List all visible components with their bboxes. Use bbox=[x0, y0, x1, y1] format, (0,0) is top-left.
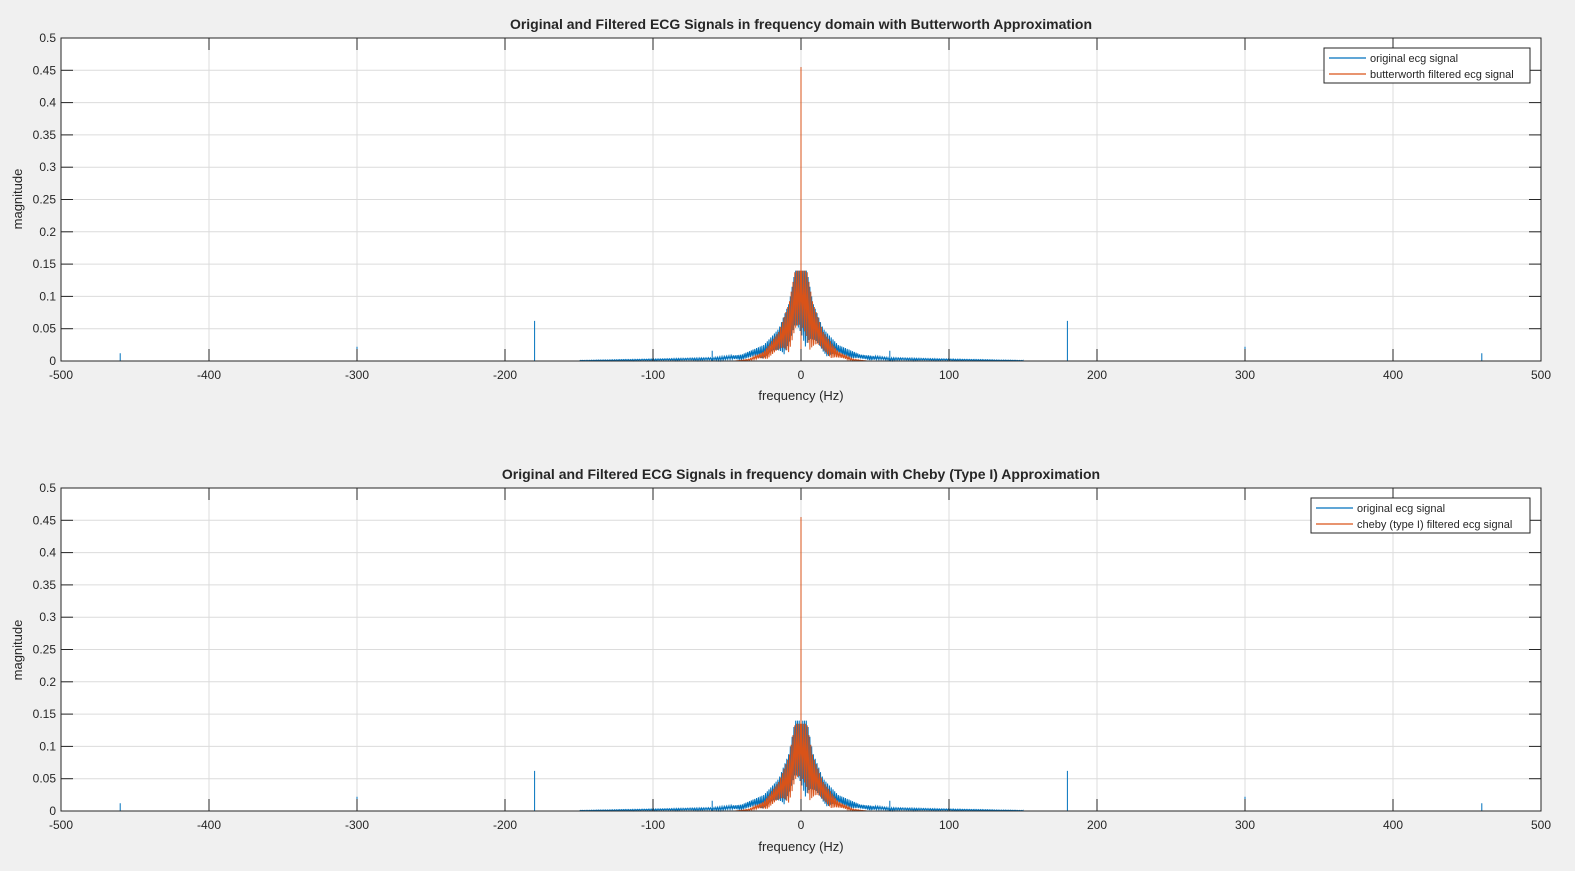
y-tick-label: 0 bbox=[49, 354, 56, 368]
y-tick-label: 0.3 bbox=[39, 160, 56, 174]
x-tick-label: -400 bbox=[197, 818, 221, 832]
y-tick-label: 0.35 bbox=[33, 578, 57, 592]
x-tick-label: 500 bbox=[1531, 818, 1551, 832]
x-tick-label: 0 bbox=[798, 818, 805, 832]
legend-label-1: cheby (type I) filtered ecg signal bbox=[1357, 519, 1512, 531]
plot-title: Original and Filtered ECG Signals in fre… bbox=[510, 16, 1092, 32]
x-tick-label: -300 bbox=[345, 818, 369, 832]
y-tick-label: 0.1 bbox=[39, 289, 56, 303]
x-axis-label: frequency (Hz) bbox=[758, 839, 843, 854]
x-tick-label: -100 bbox=[641, 368, 665, 382]
x-tick-label: -500 bbox=[49, 368, 73, 382]
x-axis-label: frequency (Hz) bbox=[758, 388, 843, 403]
legend-label-1: butterworth filtered ecg signal bbox=[1370, 69, 1514, 81]
x-tick-label: -200 bbox=[493, 818, 517, 832]
legend-box bbox=[1310, 497, 1531, 534]
y-tick-label: 0.4 bbox=[39, 96, 56, 110]
y-tick-label: 0.45 bbox=[33, 513, 57, 527]
x-tick-label: -400 bbox=[197, 368, 221, 382]
x-tick-label: 400 bbox=[1383, 818, 1403, 832]
y-tick-label: 0.5 bbox=[39, 481, 56, 495]
x-tick-label: 300 bbox=[1235, 368, 1255, 382]
legend: original ecg signal cheby (type I) filter… bbox=[1310, 497, 1531, 534]
x-tick-label: 300 bbox=[1235, 818, 1255, 832]
x-tick-label: 200 bbox=[1087, 818, 1107, 832]
x-tick-label: 0 bbox=[798, 368, 805, 382]
y-tick-label: 0.5 bbox=[39, 31, 56, 45]
x-tick-label: 100 bbox=[939, 368, 959, 382]
legend-label-0: original ecg signal bbox=[1370, 53, 1458, 65]
y-tick-label: 0 bbox=[49, 804, 56, 818]
y-axis-label: magnitude bbox=[10, 169, 25, 230]
y-tick-label: 0.15 bbox=[33, 257, 57, 271]
x-tick-label: 100 bbox=[939, 818, 959, 832]
y-tick-label: 0.25 bbox=[33, 643, 57, 657]
legend: original ecg signal butterworth filtered … bbox=[1323, 47, 1531, 84]
y-tick-label: 0.25 bbox=[33, 193, 57, 207]
x-tick-label: 200 bbox=[1087, 368, 1107, 382]
legend-box bbox=[1323, 47, 1531, 84]
y-tick-label: 0.45 bbox=[33, 63, 57, 77]
plot-butterworth: Original and Filtered ECG Signals in fre… bbox=[10, 16, 1551, 403]
y-tick-label: 0.4 bbox=[39, 546, 56, 560]
y-tick-label: 0.1 bbox=[39, 739, 56, 753]
x-tick-label: -100 bbox=[641, 818, 665, 832]
y-tick-label: 0.2 bbox=[39, 675, 56, 689]
y-axis-label: magnitude bbox=[10, 620, 25, 681]
x-tick-label: 500 bbox=[1531, 368, 1551, 382]
y-tick-label: 0.35 bbox=[33, 128, 57, 142]
plot-cheby: Original and Filtered ECG Signals in fre… bbox=[10, 466, 1551, 854]
x-tick-label: -300 bbox=[345, 368, 369, 382]
y-tick-label: 0.2 bbox=[39, 225, 56, 239]
y-tick-label: 0.05 bbox=[33, 322, 57, 336]
y-tick-label: 0.05 bbox=[33, 772, 57, 786]
legend-label-0: original ecg signal bbox=[1357, 503, 1445, 515]
y-tick-label: 0.15 bbox=[33, 707, 57, 721]
x-tick-label: -500 bbox=[49, 818, 73, 832]
plot-title: Original and Filtered ECG Signals in fre… bbox=[502, 466, 1100, 482]
x-tick-label: -200 bbox=[493, 368, 517, 382]
x-tick-label: 400 bbox=[1383, 368, 1403, 382]
y-tick-label: 0.3 bbox=[39, 610, 56, 624]
